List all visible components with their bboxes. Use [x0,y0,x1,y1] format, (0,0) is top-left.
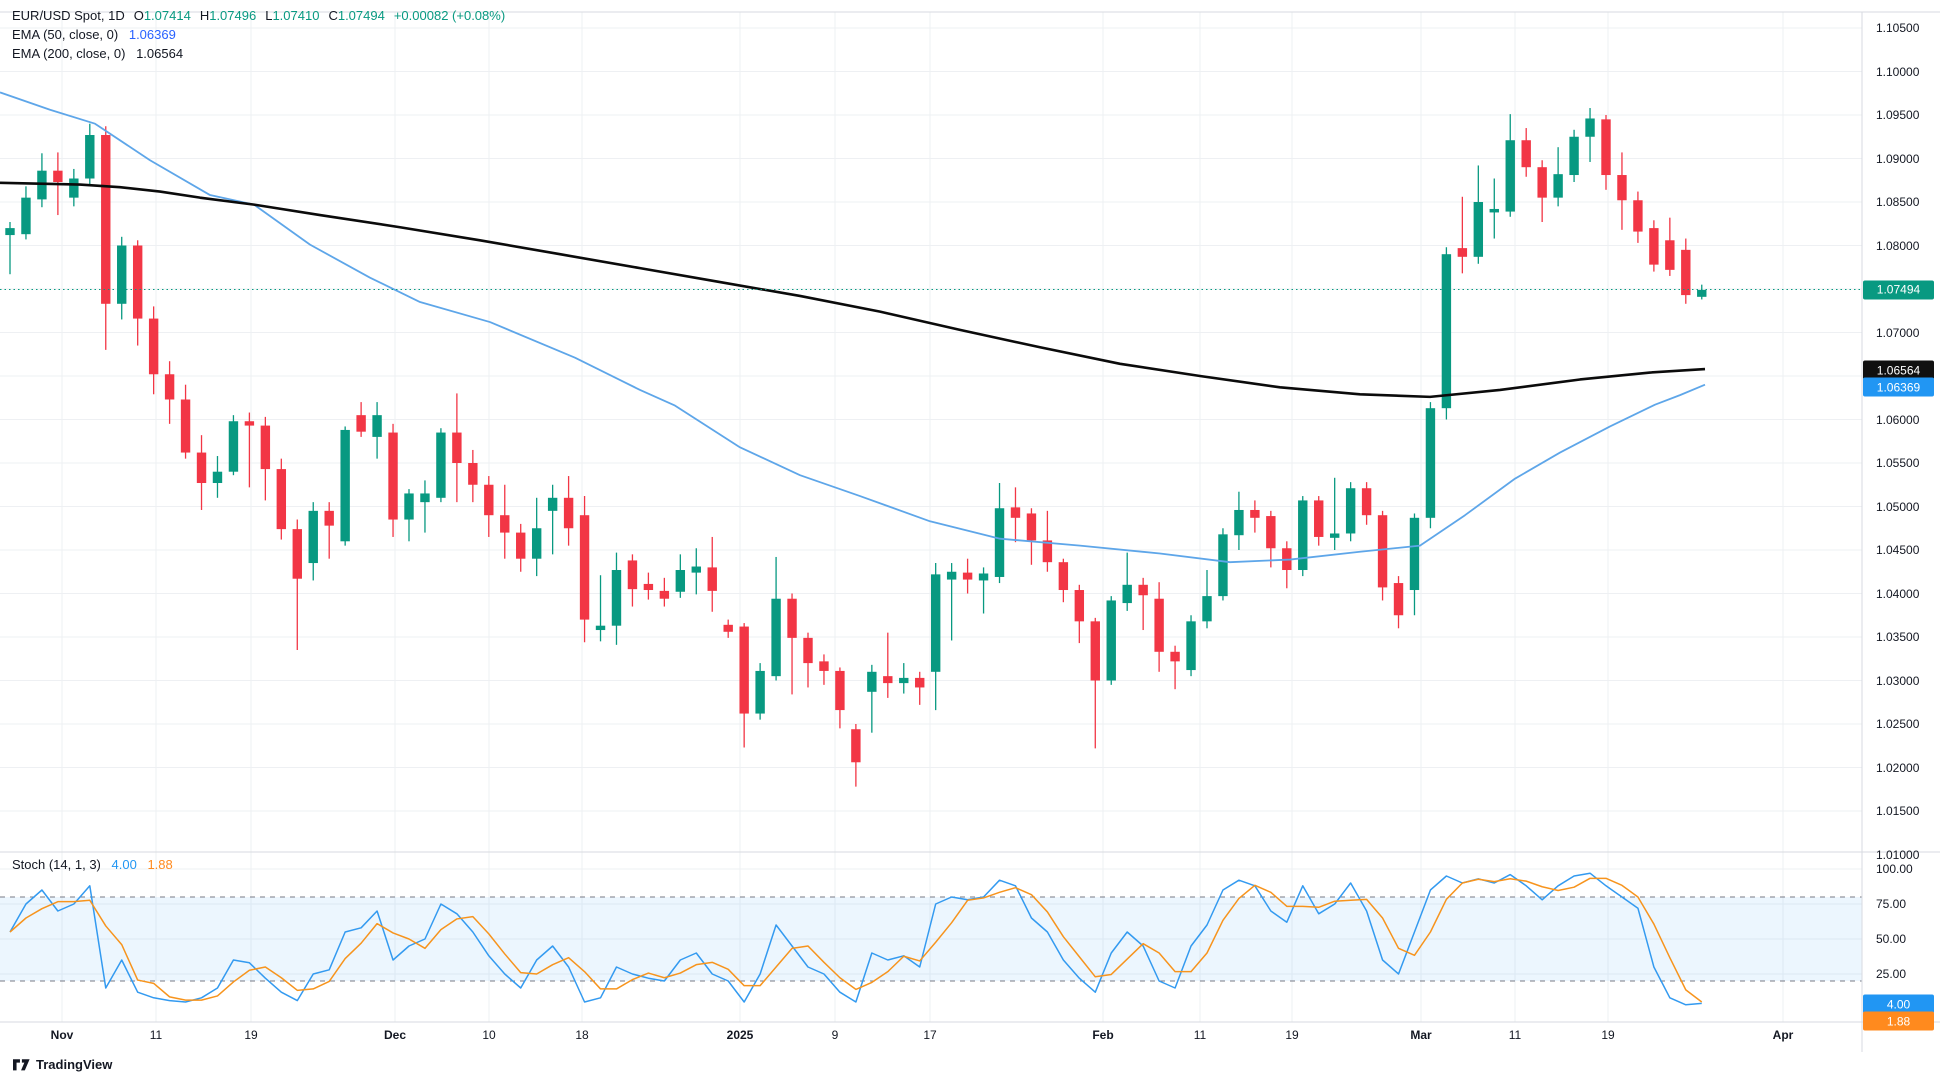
chart-legend: EUR/USD Spot, 1D O1.07414 H1.07496 L1.07410… [12,6,505,63]
ohlc-letter: L [265,8,273,23]
ohlc-value: 1.07496 [209,8,257,23]
ohlc-value: 1.07410 [272,8,320,23]
time-axis-label: 17 [923,1028,937,1042]
symbol-title[interactable]: EUR/USD Spot, 1D [12,8,125,23]
price-axis-label: 1.02500 [1876,717,1920,731]
time-axis-label: 10 [482,1028,496,1042]
time-axis-label: 11 [1193,1028,1207,1042]
price-axis-label: 1.05000 [1876,499,1920,514]
price-axis-label: 1.09000 [1876,151,1920,166]
stoch-d-badge: 1.88 [1863,1011,1934,1031]
ohlc-letter: H [199,8,210,23]
time-axis-label: 19 [1601,1028,1615,1042]
price-axis-label: 1.01500 [1876,804,1920,818]
watermark-text: TradingView [36,1057,113,1072]
price-axis-label: 1.04000 [1876,586,1920,601]
time-axis-label: 19 [1285,1028,1299,1042]
time-axis-label: 18 [575,1028,589,1042]
price-axis-label: 1.10000 [1876,64,1920,79]
price-axis-label: 1.10500 [1876,21,1920,35]
ohlc-value: 1.07414 [143,8,191,23]
time-axis-label: Feb [1092,1028,1114,1042]
price-axis-label: 1.05500 [1876,456,1920,470]
ohlc-letter: C [328,8,338,23]
stoch-d-value: 1.88 [147,857,173,872]
symbol-row: EUR/USD Spot, 1D O1.07414 H1.07496 L1.07410… [12,6,505,25]
stoch-label[interactable]: Stoch (14, 1, 3) [12,857,101,872]
stoch-axis-label: 25.00 [1876,967,1907,981]
ema200-row: EMA (200, close, 0) 1.06564 [12,44,505,63]
price-axis-label: 1.08500 [1876,195,1920,209]
price-axis-label: 1.02000 [1876,760,1920,775]
stoch-k-value: 4.00 [111,857,137,872]
ohlc-letter: O [133,8,144,23]
price-axis-label: 1.01000 [1876,847,1920,862]
price-badge: 1.07494 [1863,280,1934,300]
ema200-label[interactable]: EMA (200, close, 0) [12,46,126,61]
ohlc-values: O1.07414 H1.07496 L1.07410 C1.07494 +0.00082… [125,8,505,23]
stoch-legend: Stoch (14, 1, 3) 4.00 1.88 [12,855,173,874]
time-axis-label: 2025 [726,1028,754,1042]
price-axis-label: 1.08000 [1876,238,1920,253]
time-axis-label: 9 [831,1028,839,1042]
time-axis-label: Apr [1772,1028,1794,1042]
ema50-row: EMA (50, close, 0) 1.06369 [12,25,505,44]
time-axis-label: Nov [50,1028,74,1042]
tradingview-watermark[interactable]: TradingView [13,1057,112,1072]
price-badge: 1.06369 [1863,377,1934,397]
ema200-value: 1.06564 [136,46,184,61]
stoch-k-badge: 4.00 [1863,994,1934,1014]
stoch-axis-label: 50.00 [1876,932,1907,946]
stoch-axis-label: 100.00 [1876,862,1913,876]
ohlc-value: 1.07494 [337,8,385,23]
time-axis-label: 11 [149,1028,163,1042]
price-axis-label: 1.09500 [1876,108,1920,122]
price-axis-label: 1.06000 [1876,412,1920,427]
change-value: +0.00082 (+0.08%) [393,8,506,23]
ema50-value: 1.06369 [128,27,176,42]
time-axis-label: 19 [244,1028,258,1042]
tradingview-logo-icon [13,1058,30,1070]
ema50-label[interactable]: EMA (50, close, 0) [12,27,119,42]
time-axis-label: Dec [383,1028,407,1042]
price-axis-label: 1.07000 [1876,325,1920,340]
price-badge: 1.06564 [1863,360,1934,380]
price-axis-label: 1.04500 [1876,543,1920,557]
time-axis-label: 11 [1508,1028,1522,1042]
price-axis-label: 1.03000 [1876,673,1920,688]
stoch-axis-label: 75.00 [1876,897,1907,911]
price-axis-label: 1.03500 [1876,630,1920,644]
time-axis-label: Mar [1410,1028,1432,1042]
